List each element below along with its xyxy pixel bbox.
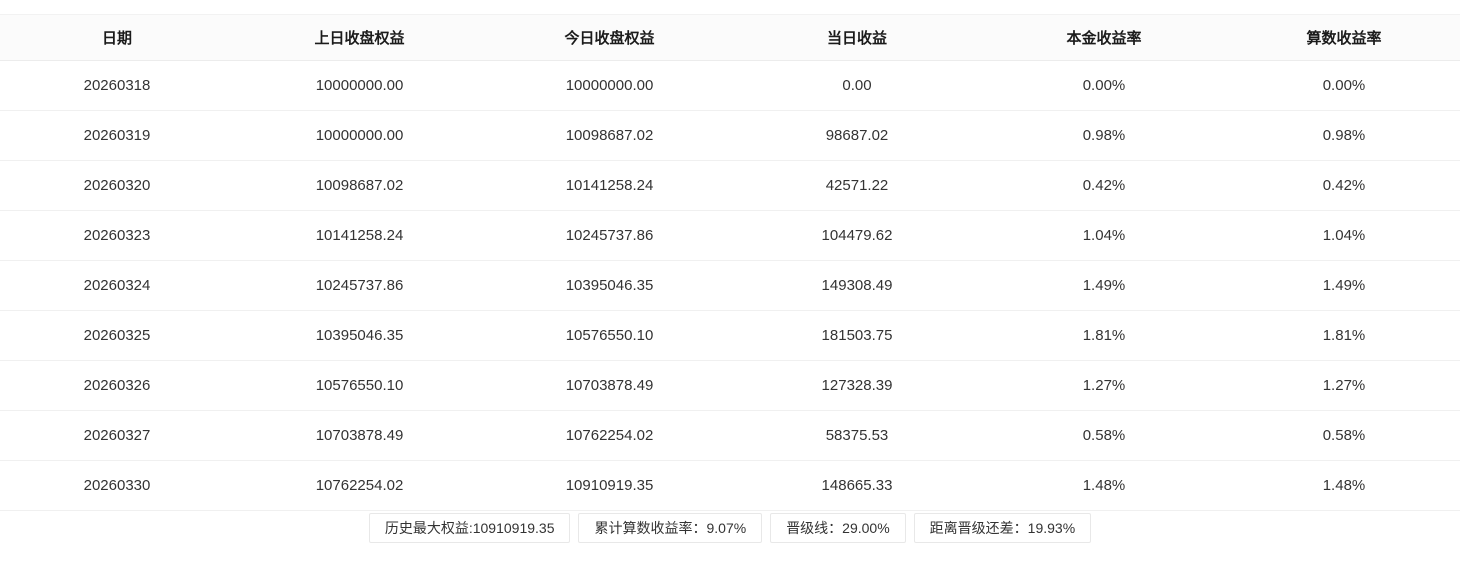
table-row: 20260319 10000000.00 10098687.02 98687.02 0.… bbox=[0, 111, 1460, 161]
column-header-4: 当日收益 bbox=[826, 30, 887, 47]
table-cell: 20260324 bbox=[83, 277, 151, 294]
table-cell: 20260319 bbox=[83, 127, 151, 144]
table-cell: 10762254.02 bbox=[315, 477, 404, 494]
table-cell: 10000000.00 bbox=[315, 77, 404, 94]
table-cell: 10098687.02 bbox=[565, 127, 654, 144]
column-header-6: 算数收益率 bbox=[1306, 30, 1382, 47]
table-cell: 10703878.49 bbox=[565, 377, 654, 394]
table-cell: 10576550.10 bbox=[315, 377, 404, 394]
table-cell: 0.42% bbox=[1082, 177, 1126, 194]
table-cell: 0.00% bbox=[1322, 77, 1366, 94]
table-cell: 149308.49 bbox=[821, 277, 893, 294]
table-row: 20260320 10098687.02 10141258.24 42571.22 0.… bbox=[0, 161, 1460, 211]
table-row: 20260323 10141258.24 10245737.86 104479.62 1… bbox=[0, 211, 1460, 261]
table-cell: 42571.22 bbox=[825, 177, 889, 194]
table-cell: 1.27% bbox=[1322, 377, 1366, 394]
table-cell: 10000000.00 bbox=[565, 77, 654, 94]
table-row: 20260325 10395046.35 10576550.10 181503.75 1… bbox=[0, 311, 1460, 361]
table-cell: 10245737.86 bbox=[565, 227, 654, 244]
table-cell: 1.04% bbox=[1322, 227, 1366, 244]
table-cell: 1.81% bbox=[1082, 327, 1126, 344]
table-cell: 10245737.86 bbox=[315, 277, 404, 294]
table-cell: 10141258.24 bbox=[565, 177, 654, 194]
table-row: 20260327 10703878.49 10762254.02 58375.53 0.… bbox=[0, 411, 1460, 461]
table-cell: 0.00% bbox=[1082, 77, 1126, 94]
table-cell: 20260326 bbox=[83, 377, 151, 394]
table-cell: 0.42% bbox=[1322, 177, 1366, 194]
table-cell: 10000000.00 bbox=[315, 127, 404, 144]
table-cell: 148665.33 bbox=[821, 477, 893, 494]
table-cell: 20260330 bbox=[83, 477, 151, 494]
table-cell: 1.04% bbox=[1082, 227, 1126, 244]
table-cell: 10762254.02 bbox=[565, 427, 654, 444]
table-cell: 98687.02 bbox=[825, 127, 889, 144]
column-header-1: 日期 bbox=[101, 30, 132, 47]
table-cell: 1.49% bbox=[1322, 277, 1366, 294]
summary-bar: 历史最大权益:10910919.35 累计算数收益率：9.07% 晋级线：29.00… bbox=[0, 513, 1460, 543]
table-cell: 0.98% bbox=[1322, 127, 1366, 144]
table-cell: 181503.75 bbox=[821, 327, 893, 344]
summary-badge-history-max-equity: 历史最大权益:10910919.35 bbox=[368, 513, 571, 543]
table-cell: 10395046.35 bbox=[315, 327, 404, 344]
summary-badge-cumulative-arithmetic-return: 累计算数收益率：9.07% bbox=[578, 513, 763, 543]
table-cell: 0.58% bbox=[1082, 427, 1126, 444]
summary-badge-distance-to-promotion: 距离晋级还差：19.93% bbox=[913, 513, 1092, 543]
table-cell: 10576550.10 bbox=[565, 327, 654, 344]
column-header-3: 今日收盘权益 bbox=[564, 30, 655, 47]
table-cell: 1.48% bbox=[1082, 477, 1126, 494]
table-cell: 10098687.02 bbox=[315, 177, 404, 194]
table-cell: 1.27% bbox=[1082, 377, 1126, 394]
table-row: 20260330 10762254.02 10910919.35 148665.33 1… bbox=[0, 461, 1460, 511]
table-row: 20260324 10245737.86 10395046.35 149308.49 1… bbox=[0, 261, 1460, 311]
table-cell: 127328.39 bbox=[821, 377, 893, 394]
summary-badge-promotion-line: 晋级线：29.00% bbox=[770, 513, 906, 543]
table-row: 20260326 10576550.10 10703878.49 127328.39 1… bbox=[0, 361, 1460, 411]
table-cell: 20260323 bbox=[83, 227, 151, 244]
table-body: 20260318 10000000.00 10000000.00 0.00 0.00% 0… bbox=[0, 61, 1460, 511]
table-cell: 20260318 bbox=[83, 77, 151, 94]
table-header-row: 日期 上日收盘权益 今日收盘权益 当日收益 本金收益率 算数收益率 bbox=[0, 14, 1460, 61]
table-cell: 20260327 bbox=[83, 427, 151, 444]
table-cell: 1.49% bbox=[1082, 277, 1126, 294]
column-header-2: 上日收盘权益 bbox=[314, 30, 405, 47]
table-cell: 1.81% bbox=[1322, 327, 1366, 344]
table-cell: 104479.62 bbox=[821, 227, 893, 244]
table-cell: 20260325 bbox=[83, 327, 151, 344]
table-cell: 10395046.35 bbox=[565, 277, 654, 294]
table-cell: 1.48% bbox=[1322, 477, 1366, 494]
table-row: 20260318 10000000.00 10000000.00 0.00 0.00% 0… bbox=[0, 61, 1460, 111]
table-cell: 0.98% bbox=[1082, 127, 1126, 144]
table-cell: 10141258.24 bbox=[315, 227, 404, 244]
table-cell: 0.58% bbox=[1322, 427, 1366, 444]
column-header-5: 本金收益率 bbox=[1066, 30, 1142, 47]
table-cell: 10703878.49 bbox=[315, 427, 404, 444]
table-cell: 10910919.35 bbox=[565, 477, 654, 494]
table-cell: 58375.53 bbox=[825, 427, 889, 444]
table-cell: 0.00 bbox=[842, 77, 872, 94]
table-cell: 20260320 bbox=[83, 177, 151, 194]
